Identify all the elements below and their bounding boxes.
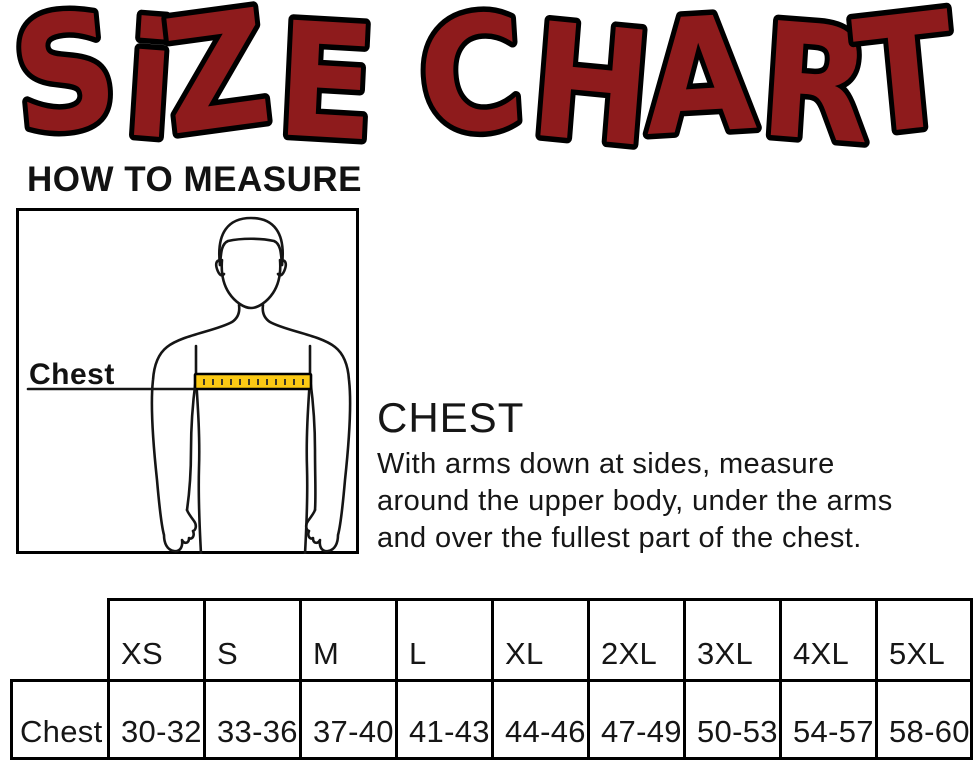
- chest-value-xl: 44-46: [491, 679, 590, 760]
- size-header-m: M: [299, 598, 398, 682]
- size-header-2xl: 2XL: [587, 598, 686, 682]
- chest-instructions-line: around the upper body, under the arms: [377, 485, 893, 517]
- left-inner-arm: [185, 376, 198, 512]
- size-header-l: L: [395, 598, 494, 682]
- chest-section-heading: CHEST: [377, 394, 525, 441]
- left-ear: [214, 259, 226, 277]
- chest-value-l: 41-43: [395, 679, 494, 760]
- right-arm-outline: [261, 303, 352, 553]
- left-torso-side: [194, 376, 203, 554]
- blank-corner-cell: [12, 600, 109, 681]
- diagram-border: [16, 208, 359, 554]
- measuring-tape: [193, 372, 313, 391]
- chest-value-xs: 30-32: [107, 679, 206, 760]
- size-header-3xl: 3XL: [683, 598, 782, 682]
- size-header-5xl: 5XL: [875, 598, 973, 682]
- size-chart-title: SiZE CHART: [0, 0, 968, 152]
- chest-instructions-line: With arms down at sides, measure: [377, 448, 835, 480]
- size-table: XS S M L XL 2XL 3XL 4XL 5XL Chest 30-32 …: [10, 598, 973, 760]
- tape-ticks: [203, 379, 304, 385]
- torso-figure: [150, 216, 352, 554]
- how-to-measure-heading: HOW TO MEASURE: [27, 160, 362, 199]
- size-header-xl: XL: [491, 598, 590, 682]
- chest-value-s: 33-36: [203, 679, 302, 760]
- right-inner-arm: [308, 376, 317, 512]
- chest-value-m: 37-40: [299, 679, 398, 760]
- right-ear: [276, 259, 288, 277]
- chest-value-4xl: 54-57: [779, 679, 878, 760]
- face-outline: [220, 258, 282, 310]
- chest-measurements-row: Chest 30-32 33-36 37-40 41-43 44-46 47-4…: [10, 679, 973, 760]
- size-header-4xl: 4XL: [779, 598, 878, 682]
- chest-row-label: Chest: [10, 679, 110, 760]
- chest-value-3xl: 50-53: [683, 679, 782, 760]
- size-header-s: S: [203, 598, 302, 682]
- size-header-xs: XS: [107, 598, 206, 682]
- left-arm-outline: [150, 303, 241, 553]
- size-header-row: XS S M L XL 2XL 3XL 4XL 5XL: [12, 598, 973, 682]
- chest-value-5xl: 58-60: [875, 679, 973, 760]
- size-chart-title-text: SiZE CHART: [4, 0, 963, 152]
- right-torso-side: [303, 376, 312, 554]
- tape-band: [193, 372, 313, 391]
- hairline: [218, 237, 284, 267]
- hair-outline: [217, 216, 285, 267]
- chest-instructions-line: and over the fullest part of the chest.: [377, 522, 862, 554]
- chest-label: Chest: [29, 358, 115, 391]
- chest-value-2xl: 47-49: [587, 679, 686, 760]
- chest-instructions: With arms down at sides, measure around …: [377, 446, 962, 557]
- measurement-diagram: Chest: [16, 208, 359, 554]
